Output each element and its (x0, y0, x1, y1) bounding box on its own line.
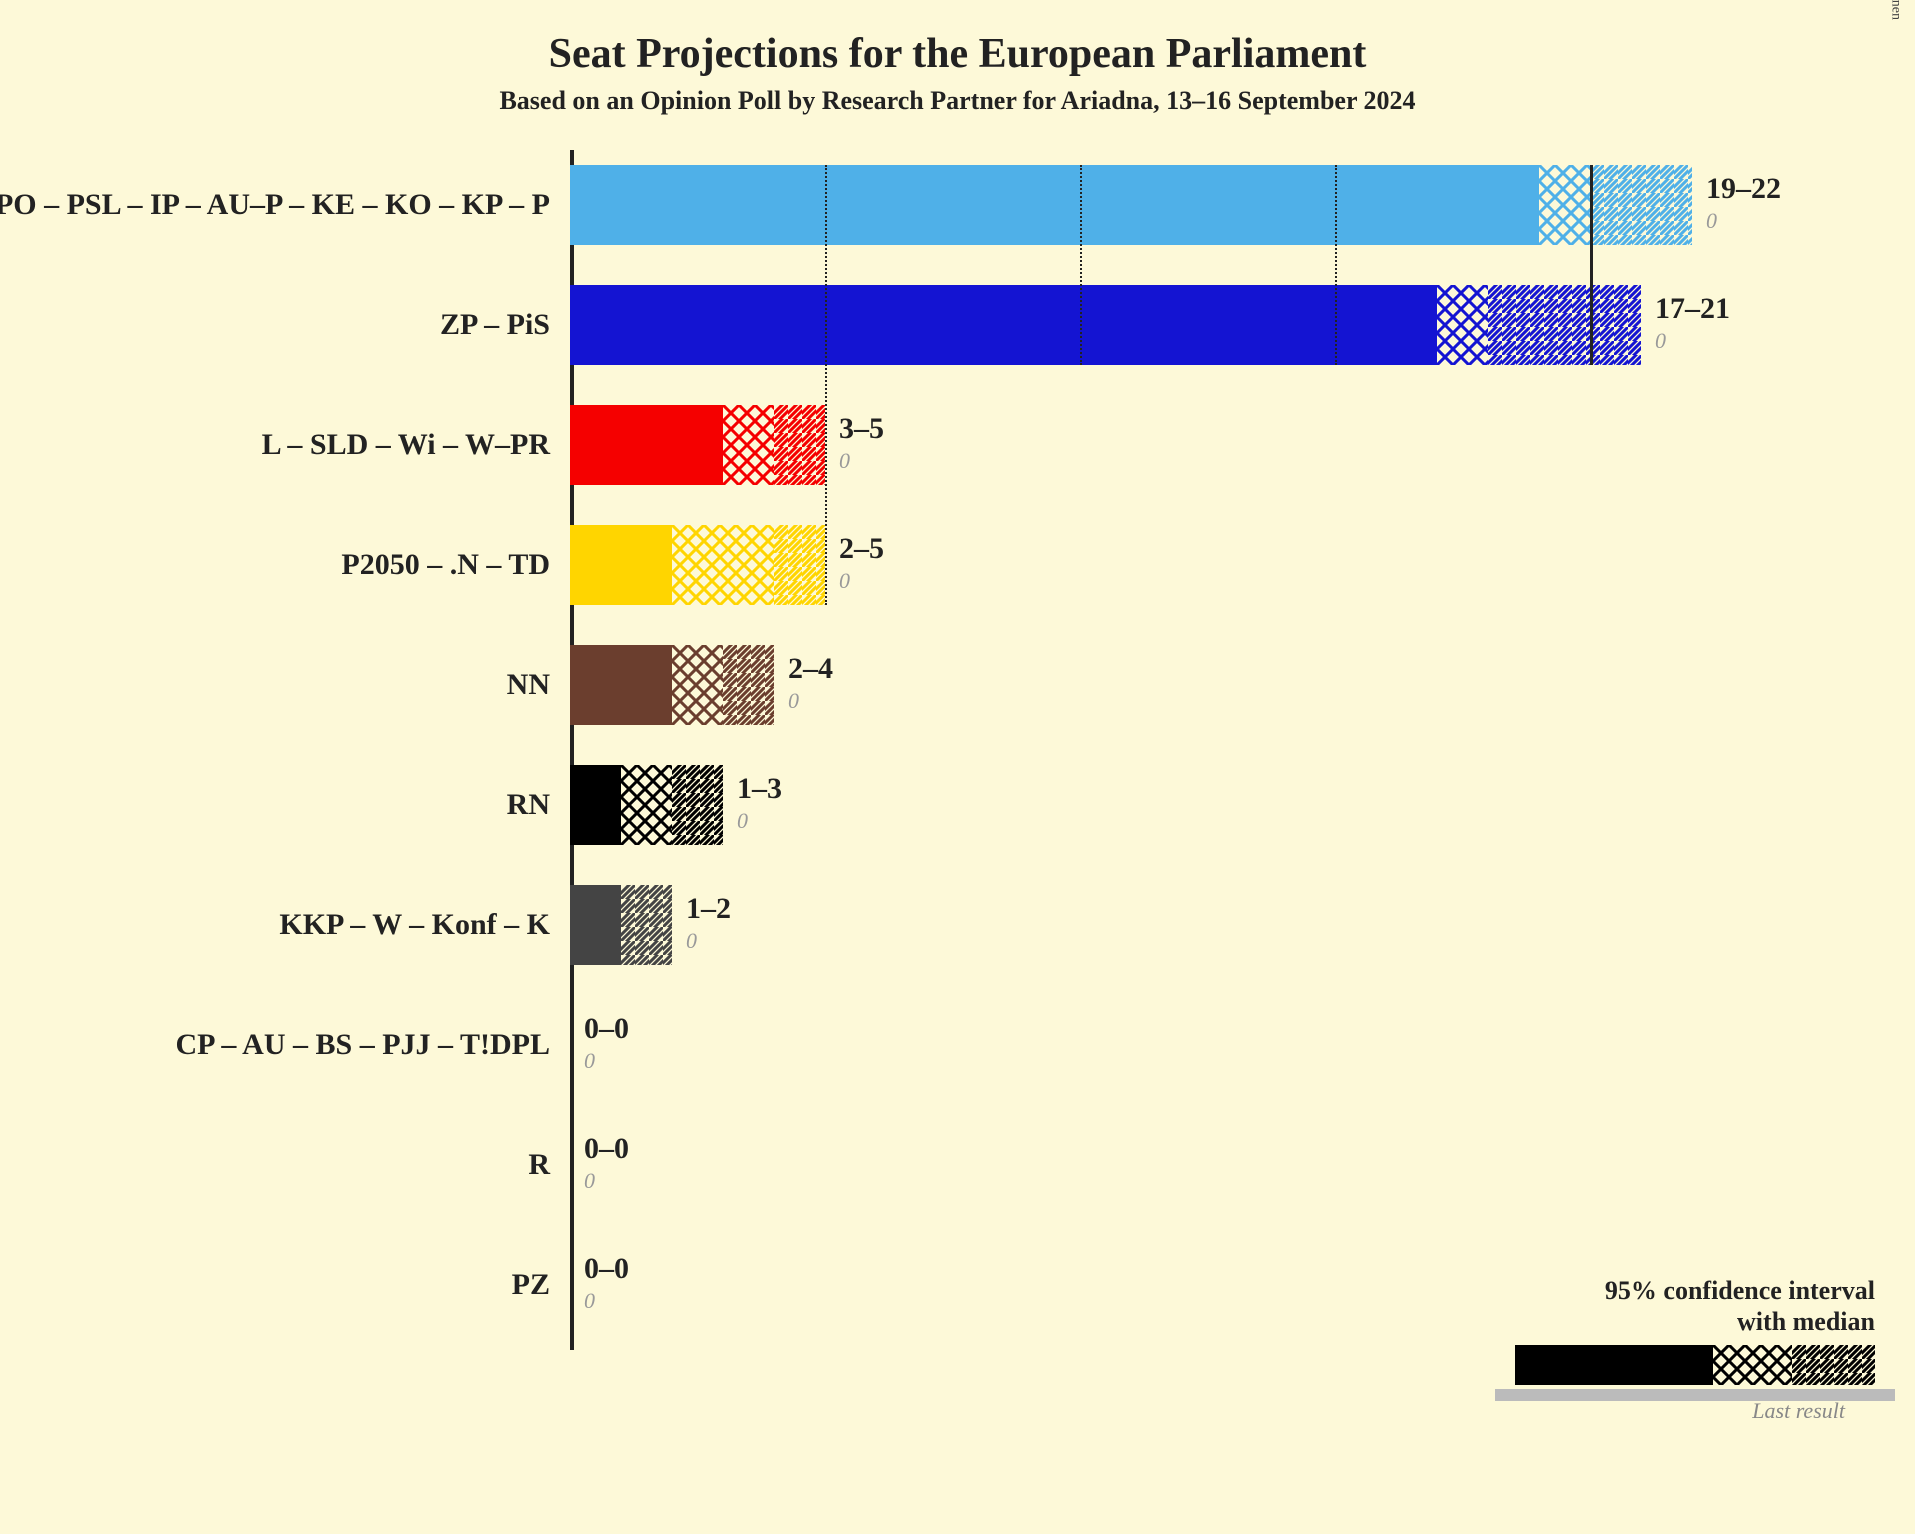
party-row: P2050 – .N – TD2–50 (570, 510, 1915, 620)
tick-major (1590, 165, 1593, 365)
range-label: 19–22 (1706, 172, 1781, 206)
bar-diagonal (774, 525, 825, 605)
party-row: KKP – W – Konf – K1–20 (570, 870, 1915, 980)
legend-diagonal (1792, 1345, 1875, 1385)
legend-solid (1515, 1345, 1713, 1385)
credit-text: © 2024 Filip van Laenen (1887, 0, 1903, 20)
bar-solid (570, 285, 1437, 365)
party-label: NN (507, 630, 550, 740)
range-label: 0–0 (584, 1012, 629, 1046)
legend-lastresult-bar (1495, 1389, 1895, 1401)
lastresult-label: 0 (1655, 328, 1666, 354)
bar-crosshatch (1539, 165, 1590, 245)
party-label: R (528, 1110, 550, 1220)
bar-crosshatch (1437, 285, 1488, 365)
lastresult-label: 0 (686, 928, 697, 954)
bar-diagonal (1488, 285, 1641, 365)
lastresult-label: 0 (737, 808, 748, 834)
range-label: 17–21 (1655, 292, 1730, 326)
lastresult-label: 0 (1706, 208, 1717, 234)
party-row: NN2–40 (570, 630, 1915, 740)
bar-crosshatch (621, 765, 672, 845)
chart-title: Seat Projections for the European Parlia… (0, 0, 1915, 78)
lastresult-label: 0 (584, 1288, 595, 1314)
legend-line1: 95% confidence interval (1515, 1275, 1875, 1306)
lastresult-label: 0 (788, 688, 799, 714)
party-label: L – SLD – Wi – W–PR (262, 390, 550, 500)
legend-lastresult-label: Last result (1515, 1398, 1875, 1424)
lastresult-label: 0 (584, 1168, 595, 1194)
bar-diagonal (1590, 165, 1692, 245)
party-label: KKP – W – Konf – K (279, 870, 550, 980)
bar-solid (570, 645, 672, 725)
bar-solid (570, 765, 621, 845)
range-label: 0–0 (584, 1132, 629, 1166)
party-row: L – SLD – Wi – W–PR3–50 (570, 390, 1915, 500)
range-label: 3–5 (839, 412, 884, 446)
bar-diagonal (621, 885, 672, 965)
legend-swatch (1515, 1345, 1875, 1395)
range-label: 1–2 (686, 892, 731, 926)
range-label: 0–0 (584, 1252, 629, 1286)
party-label: PO – PSL – IP – AU–P – KE – KO – KP – P (0, 150, 550, 260)
party-label: P2050 – .N – TD (341, 510, 550, 620)
party-row: CP – AU – BS – PJJ – T!DPL0–00 (570, 990, 1915, 1100)
range-label: 2–4 (788, 652, 833, 686)
chart-subtitle: Based on an Opinion Poll by Research Par… (0, 86, 1915, 116)
tick-minor (825, 165, 827, 605)
legend-line2: with median (1515, 1306, 1875, 1337)
range-label: 2–5 (839, 532, 884, 566)
party-label: ZP – PiS (440, 270, 550, 380)
tick-minor (1080, 165, 1082, 365)
legend-crosshatch (1713, 1345, 1792, 1385)
bar-diagonal (774, 405, 825, 485)
party-row: PO – PSL – IP – AU–P – KE – KO – KP – P1… (570, 150, 1915, 260)
bar-diagonal (723, 645, 774, 725)
bar-crosshatch (672, 645, 723, 725)
lastresult-label: 0 (839, 568, 850, 594)
bar-solid (570, 165, 1539, 245)
bar-solid (570, 885, 621, 965)
tick-minor (1335, 165, 1337, 365)
chart-container: Seat Projections for the European Parlia… (0, 0, 1915, 1534)
lastresult-label: 0 (839, 448, 850, 474)
party-label: RN (507, 750, 550, 860)
bar-solid (570, 525, 672, 605)
bar-diagonal (672, 765, 723, 845)
party-label: PZ (512, 1230, 550, 1340)
range-label: 1–3 (737, 772, 782, 806)
chart-area: PO – PSL – IP – AU–P – KE – KO – KP – P 1… (0, 130, 1915, 1430)
lastresult-label: 0 (584, 1048, 595, 1074)
party-row: R0–00 (570, 1110, 1915, 1220)
party-row: RN1–30 (570, 750, 1915, 860)
party-row: ZP – PiS17–210 (570, 270, 1915, 380)
bar-crosshatch (723, 405, 774, 485)
bar-crosshatch (672, 525, 774, 605)
legend: 95% confidence interval with median Last… (1515, 1275, 1875, 1424)
bar-solid (570, 405, 723, 485)
party-label: CP – AU – BS – PJJ – T!DPL (176, 990, 551, 1100)
